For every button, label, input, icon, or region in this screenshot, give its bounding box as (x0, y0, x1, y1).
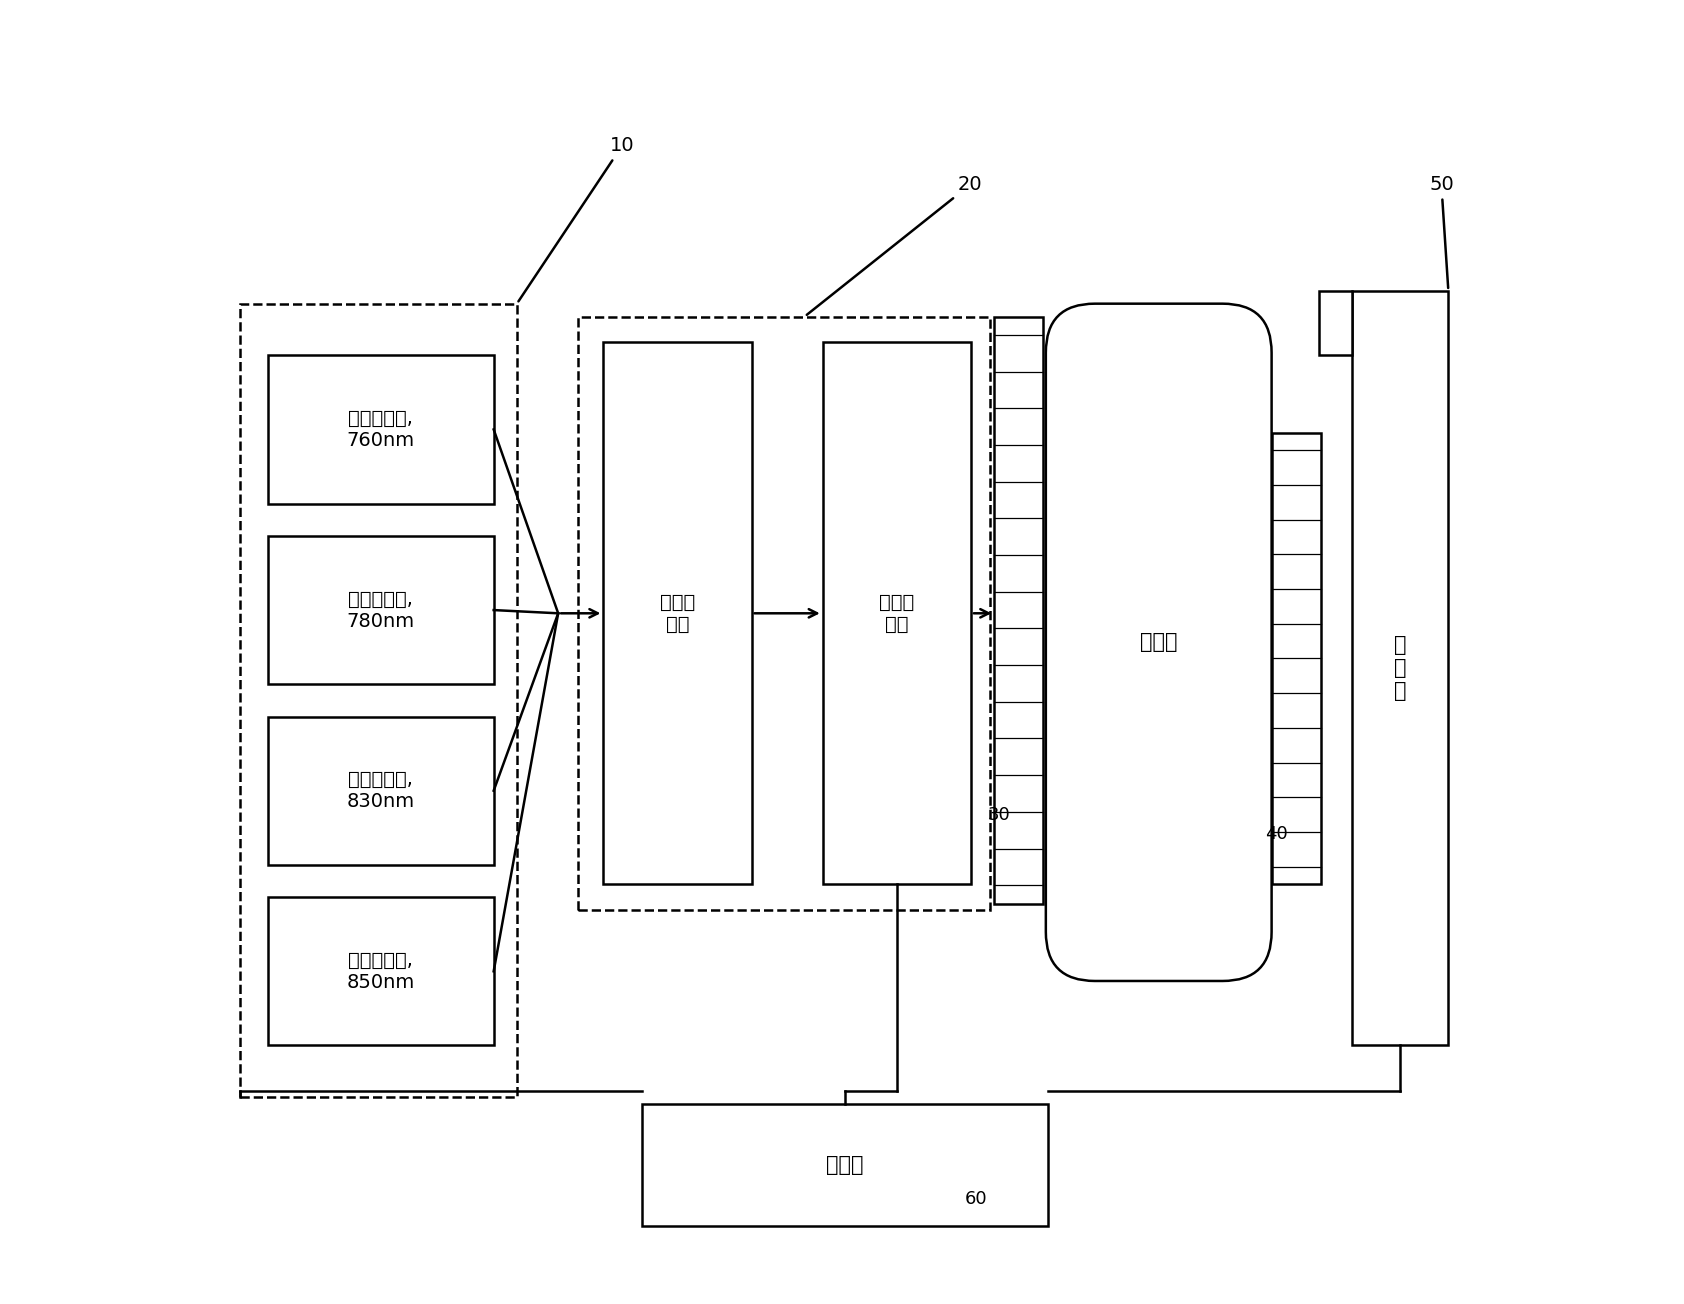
Text: 位置切
换器: 位置切 换器 (879, 593, 914, 634)
Text: 60: 60 (965, 1191, 987, 1209)
Text: 控制器: 控制器 (827, 1155, 864, 1175)
Text: 20: 20 (807, 175, 983, 314)
Text: 长相关激光,
850nm: 长相关激光, 850nm (347, 951, 414, 992)
Text: 10: 10 (519, 137, 635, 301)
Bar (268, 536, 493, 685)
Text: 40: 40 (1265, 825, 1288, 844)
Bar (268, 716, 493, 865)
Bar (1319, 291, 1352, 355)
Bar (268, 897, 493, 1046)
Text: 探
测
器: 探 测 器 (1394, 635, 1406, 702)
Text: 生物体: 生物体 (1140, 632, 1177, 652)
Text: 50: 50 (1430, 175, 1453, 288)
FancyBboxPatch shape (1046, 304, 1271, 981)
Text: 波长切
换器: 波长切 换器 (660, 593, 695, 634)
Bar (642, 1103, 1049, 1226)
Bar (578, 317, 990, 910)
Bar (994, 317, 1044, 904)
Text: 长相关激光,
830nm: 长相关激光, 830nm (347, 771, 414, 811)
Bar (239, 304, 517, 1097)
Text: 长相关激光,
760nm: 长相关激光, 760nm (347, 409, 414, 450)
Text: 30: 30 (989, 806, 1010, 824)
Text: 长相关激光,
780nm: 长相关激光, 780nm (347, 589, 414, 631)
Bar (1271, 433, 1320, 884)
Bar (823, 343, 972, 884)
Bar (268, 355, 493, 503)
Bar (603, 343, 751, 884)
Bar (1352, 291, 1448, 1046)
